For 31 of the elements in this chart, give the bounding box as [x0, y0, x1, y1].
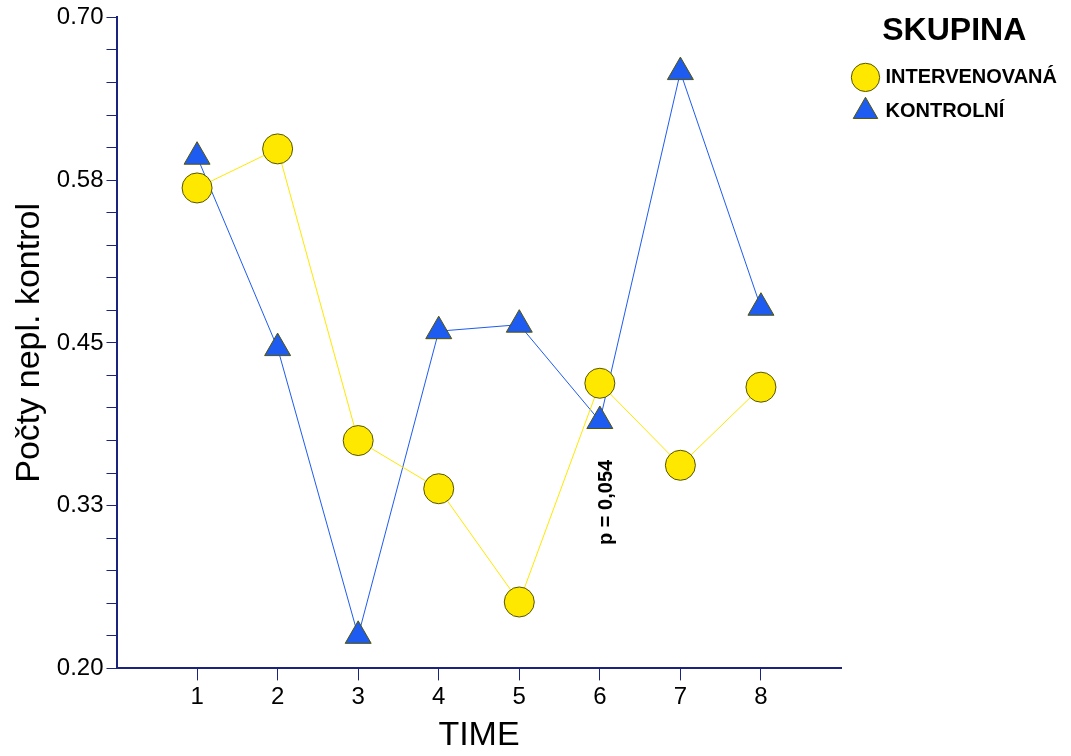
point — [745, 371, 777, 403]
point — [505, 309, 533, 333]
legend-title: SKUPINA — [882, 10, 1027, 47]
point — [503, 586, 535, 618]
x-tick-label: 1 — [190, 682, 204, 710]
annotation: p = 0,054 — [594, 458, 617, 545]
x-tick-label: 6 — [593, 682, 607, 710]
point — [666, 56, 694, 81]
y-tick-label: 0.20 — [56, 653, 104, 681]
x-tick-label: 7 — [673, 682, 688, 710]
y-tick-label: 0.45 — [56, 327, 104, 355]
point — [664, 449, 696, 481]
legend-label: KONTROLNÍ — [885, 98, 1005, 121]
point — [423, 473, 455, 505]
point — [264, 332, 292, 357]
point — [425, 315, 453, 340]
x-tick-label: 3 — [351, 682, 365, 710]
point — [747, 292, 775, 316]
x-tick-label: 4 — [432, 682, 446, 710]
x-axis-title: TIME — [438, 713, 520, 752]
legend-label: INTERVENOVANÁ — [885, 64, 1058, 87]
y-tick-label: 0.33 — [56, 490, 104, 518]
x-tick-label: 8 — [754, 682, 768, 710]
point — [342, 425, 374, 457]
y-tick-label: 0.70 — [56, 2, 104, 30]
y-axis-title: Počty nepl. kontrol — [7, 203, 46, 483]
x-tick-label: 2 — [270, 682, 285, 710]
point — [183, 141, 211, 165]
y-tick-label: 0.58 — [56, 164, 104, 192]
x-tick-label: 5 — [512, 682, 526, 710]
point — [584, 367, 616, 399]
